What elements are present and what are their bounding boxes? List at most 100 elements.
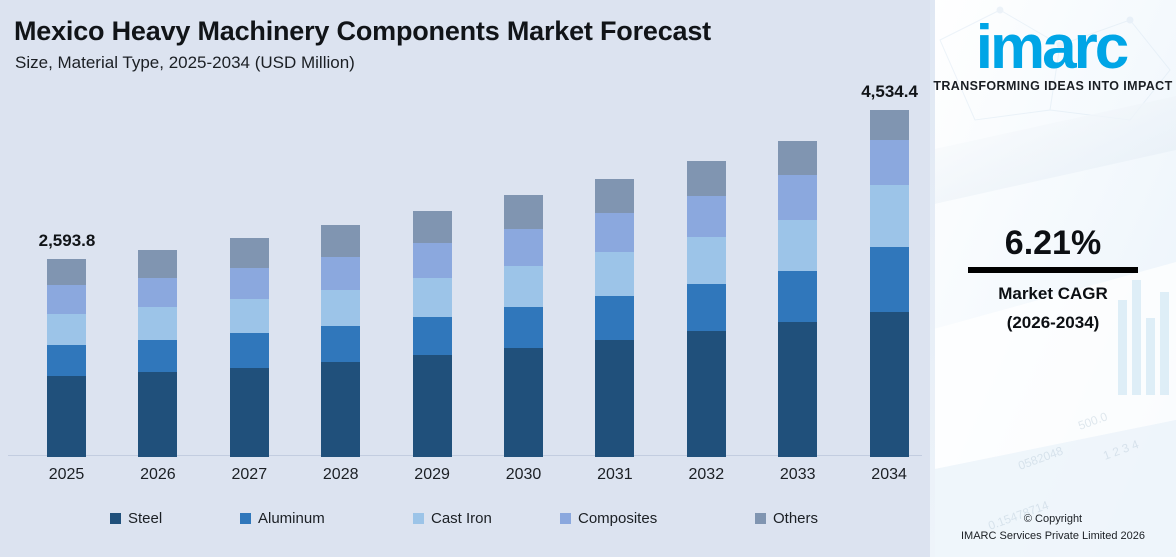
bar-segment-others[interactable] xyxy=(778,140,818,176)
x-axis-label-2033: 2033 xyxy=(779,466,816,483)
bar-value-label-2025: 2,593.8 xyxy=(38,230,96,250)
bar-group-2025[interactable]: 2,593.8 xyxy=(39,2,95,457)
legend-item-steel[interactable]: Steel xyxy=(110,510,162,527)
page-subtitle: Size, Material Type, 2025-2034 (USD Mill… xyxy=(15,53,355,72)
bar-segment-aluminum[interactable] xyxy=(47,344,86,376)
bar-group-2028[interactable] xyxy=(321,2,361,457)
bar-segment-others[interactable] xyxy=(686,160,726,196)
bar-segment-others[interactable] xyxy=(321,224,361,257)
x-axis-label-2026: 2026 xyxy=(140,466,176,483)
stacked-bar[interactable] xyxy=(686,160,726,457)
bar-segment-composites[interactable] xyxy=(412,243,452,279)
bar-segment-steel[interactable] xyxy=(138,372,178,457)
legend-item-composites[interactable]: Composites xyxy=(560,510,657,527)
bar-segment-others[interactable] xyxy=(47,258,86,286)
bar-segment-aluminum[interactable] xyxy=(229,333,269,368)
bar-segment-aluminum[interactable] xyxy=(321,325,361,363)
bar-segment-cast-iron[interactable] xyxy=(47,313,86,345)
bar-segment-steel[interactable] xyxy=(686,331,726,457)
bar-segment-steel[interactable] xyxy=(47,375,86,457)
legend-item-cast-iron[interactable]: Cast Iron xyxy=(413,510,492,527)
bar-segment-aluminum[interactable] xyxy=(504,306,543,348)
x-axis-label-2034: 2034 xyxy=(871,466,907,483)
x-axis-label-2028: 2028 xyxy=(322,466,359,483)
bar-segment-others[interactable] xyxy=(412,210,452,244)
stacked-bar[interactable] xyxy=(869,110,909,457)
bar-segment-cast-iron[interactable] xyxy=(321,289,361,326)
bar-segment-composites[interactable] xyxy=(595,213,635,253)
bar-segment-composites[interactable] xyxy=(229,267,269,300)
bar-group-2026[interactable] xyxy=(138,2,178,457)
bar-segment-composites[interactable] xyxy=(778,175,818,220)
bar-segment-cast-iron[interactable] xyxy=(138,307,178,340)
cagr-period: (2026-2034) xyxy=(1006,313,1100,332)
x-axis-labels: 2025 2026 2027 2028 2029 2030 2031 2032 2033 2034 xyxy=(0,466,930,492)
bar-segment-steel[interactable] xyxy=(869,311,909,457)
legend-label: Cast Iron xyxy=(431,510,492,527)
bar-segment-aluminum[interactable] xyxy=(686,284,726,332)
bar-group-2032[interactable] xyxy=(686,2,726,457)
bar-segment-steel[interactable] xyxy=(229,367,269,457)
bar-segment-others[interactable] xyxy=(138,249,178,279)
bar-segment-cast-iron[interactable] xyxy=(686,237,726,285)
bar-group-2027[interactable] xyxy=(229,2,269,457)
bar-segment-cast-iron[interactable] xyxy=(229,299,269,334)
stacked-bar[interactable] xyxy=(778,140,818,457)
bar-segment-aluminum[interactable] xyxy=(412,316,452,356)
bar-segment-aluminum[interactable] xyxy=(869,246,909,312)
legend-swatch-icon xyxy=(240,513,251,524)
x-axis-label-2025: 2025 xyxy=(48,466,85,483)
stacked-bar[interactable] xyxy=(138,249,178,457)
bar-segment-steel[interactable] xyxy=(778,321,818,457)
bar-segment-cast-iron[interactable] xyxy=(778,219,818,271)
legend-swatch-icon xyxy=(110,513,121,524)
bar-segment-cast-iron[interactable] xyxy=(869,184,909,247)
bar-segment-composites[interactable] xyxy=(869,139,909,185)
stacked-bar[interactable] xyxy=(47,258,86,457)
cagr-label: Market CAGR xyxy=(998,284,1108,303)
bar-segment-steel[interactable] xyxy=(595,339,635,457)
bar-segment-aluminum[interactable] xyxy=(595,295,635,340)
chart-panel: Mexico Heavy Machinery Components Market… xyxy=(0,2,930,527)
stacked-bar[interactable] xyxy=(321,224,361,457)
copyright-line-1: © Copyright xyxy=(1023,513,1083,525)
bar-segment-steel[interactable] xyxy=(321,362,361,457)
bar-segment-composites[interactable] xyxy=(47,285,86,314)
bar-segment-aluminum[interactable] xyxy=(138,339,178,373)
stacked-bar[interactable] xyxy=(504,195,543,457)
cagr-value: 6.21% xyxy=(1004,224,1102,262)
bar-segment-composites[interactable] xyxy=(686,195,726,238)
brand-background-image: 500.0 0582048 1 2 3 4 0.15478714 xyxy=(930,0,1176,557)
legend-item-others[interactable]: Others xyxy=(755,510,818,527)
bar-segment-others[interactable] xyxy=(869,110,909,140)
bar-segment-composites[interactable] xyxy=(321,256,361,290)
bar-segment-aluminum[interactable] xyxy=(778,270,818,322)
panel-edge xyxy=(930,0,935,557)
bar-segment-composites[interactable] xyxy=(504,228,543,266)
bar-group-2031[interactable] xyxy=(595,2,635,457)
bar-segment-others[interactable] xyxy=(595,178,635,214)
stacked-bar[interactable] xyxy=(229,238,269,457)
bar-group-2030[interactable] xyxy=(504,2,543,457)
bar-segment-others[interactable] xyxy=(229,238,269,268)
bar-segment-composites[interactable] xyxy=(138,278,178,308)
legend-swatch-icon xyxy=(755,513,766,524)
bar-segment-others[interactable] xyxy=(504,195,543,229)
bar-group-2029[interactable] xyxy=(412,2,452,457)
bar-segment-cast-iron[interactable] xyxy=(595,252,635,296)
plot-area: 2,593.8 4,534.4 xyxy=(8,2,922,457)
legend-item-aluminum[interactable]: Aluminum xyxy=(240,510,325,527)
bar-group-2034[interactable]: 4,534.4 xyxy=(861,2,918,457)
stacked-bar[interactable] xyxy=(595,178,635,457)
bar-segment-steel[interactable] xyxy=(412,355,452,457)
x-axis-label-2031: 2031 xyxy=(597,466,633,483)
bar-group-2033[interactable] xyxy=(778,2,818,457)
stacked-bar[interactable] xyxy=(412,210,452,457)
x-axis-line xyxy=(8,455,922,456)
legend-label: Aluminum xyxy=(258,510,325,527)
legend-swatch-icon xyxy=(560,513,571,524)
bar-segment-steel[interactable] xyxy=(504,347,543,457)
bar-segment-cast-iron[interactable] xyxy=(504,265,543,307)
bar-segment-cast-iron[interactable] xyxy=(412,278,452,317)
